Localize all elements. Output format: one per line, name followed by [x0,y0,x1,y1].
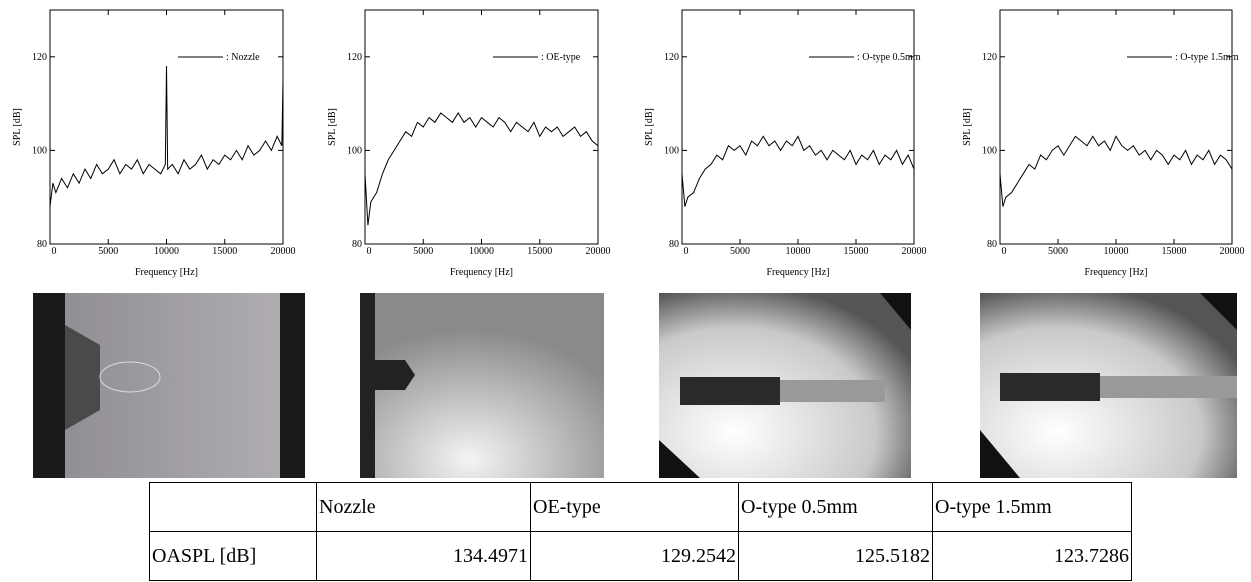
y-axis-label: SPL [dB] [644,108,655,146]
y-axis-label: SPL [dB] [12,108,23,146]
x-tick-label: 15000 [844,246,869,257]
x-tick-label: 5000 [98,246,118,257]
column-header: O-type 1.5mm [932,482,1132,532]
y-tick-label: 100 [32,145,47,156]
y-tick-label: 120 [982,52,997,63]
spectrum-line [681,135,915,207]
y-tick-label: 100 [347,145,362,156]
y-tick-label: 100 [664,145,679,156]
y-tick-label: 100 [982,145,997,156]
spectrum-line [364,112,599,226]
y-tick-label: 80 [669,239,679,250]
y-tick-label: 80 [987,239,997,250]
column-header: OE-type [530,482,739,532]
photo [980,293,1237,478]
x-tick-label: 10000 [154,246,179,257]
x-tick-label: 20000 [1220,246,1245,257]
x-axis-label: Frequency [Hz] [1084,267,1147,278]
spectrum-line [49,66,284,207]
data-row: OASPL [dB] 134.4971 129.2542 125.5182 12… [149,531,1132,581]
x-tick-label: 10000 [469,246,494,257]
x-tick-label: 15000 [1162,246,1187,257]
results-table: Nozzle OE-type O-type 0.5mm O-type 1.5mm… [149,482,1132,581]
cell: 123.7286 [932,531,1132,581]
column-header: O-type 0.5mm [738,482,933,532]
y-tick-label: 80 [37,239,47,250]
x-tick-label: 20000 [271,246,296,257]
y-axis-label: SPL [dB] [327,108,338,146]
column-header: Nozzle [316,482,531,532]
x-tick-label: 20000 [586,246,611,257]
y-axis-label: SPL [dB] [962,108,973,146]
row-label: OASPL [dB] [149,531,317,581]
photo [659,293,911,478]
x-axis-label: Frequency [Hz] [766,267,829,278]
y-tick-label: 120 [664,52,679,63]
x-tick-label: 15000 [212,246,237,257]
x-tick-label: 0 [1002,246,1007,257]
plot-frame [681,9,915,245]
legend-label: : O-type 1.5mm [1175,52,1239,63]
x-axis-label: Frequency [Hz] [135,267,198,278]
y-tick-label: 120 [32,52,47,63]
x-tick-label: 5000 [413,246,433,257]
x-tick-label: 5000 [730,246,750,257]
x-tick-label: 10000 [1104,246,1129,257]
plot-frame [999,9,1233,245]
y-tick-label: 120 [347,52,362,63]
cell: 125.5182 [738,531,933,581]
empty-cell [149,482,317,532]
cell: 134.4971 [316,531,531,581]
x-tick-label: 10000 [786,246,811,257]
legend-label: : Nozzle [226,52,260,63]
header-row: Nozzle OE-type O-type 0.5mm O-type 1.5mm [149,482,1132,532]
x-tick-label: 0 [52,246,57,257]
photo [360,293,604,478]
y-tick-label: 80 [352,239,362,250]
x-tick-label: 5000 [1048,246,1068,257]
spectrum-line [999,135,1233,207]
x-tick-label: 0 [684,246,689,257]
x-tick-label: 20000 [902,246,927,257]
legend-label: : OE-type [541,52,581,63]
plot-frame [49,9,284,245]
cell: 129.2542 [530,531,739,581]
x-axis-label: Frequency [Hz] [450,267,513,278]
x-tick-label: 15000 [527,246,552,257]
photo [33,293,305,478]
legend-label: : O-type 0.5mm [857,52,921,63]
x-tick-label: 0 [367,246,372,257]
plot-frame [364,9,599,245]
